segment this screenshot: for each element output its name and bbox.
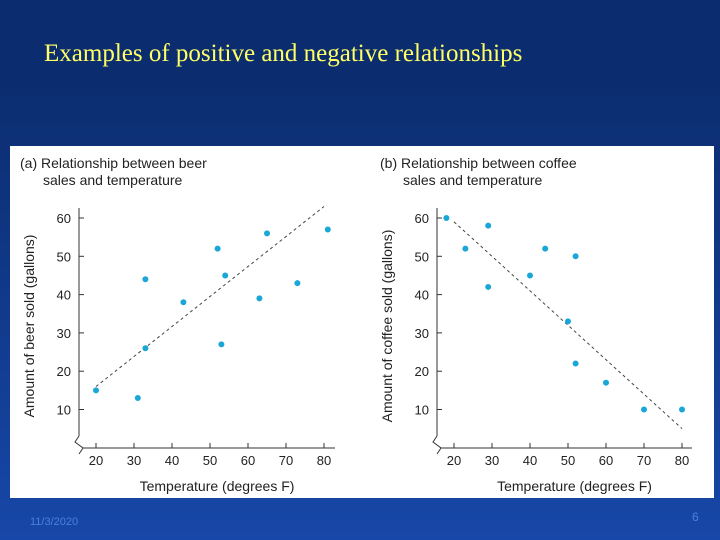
x-tick-label: 20	[89, 453, 103, 468]
data-point	[142, 276, 149, 283]
data-point	[527, 272, 533, 279]
y-tick-label: 50	[57, 249, 71, 264]
x-tick-label: 80	[317, 453, 331, 468]
data-point	[218, 341, 225, 348]
trend-line	[95, 206, 325, 387]
x-tick-label: 60	[599, 453, 613, 468]
slide-title: Examples of positive and negative relati…	[44, 40, 523, 67]
data-point	[679, 406, 685, 413]
y-axis-label: Amount of beer sold (gallons)	[21, 235, 37, 418]
x-tick-label: 40	[165, 453, 179, 468]
data-point	[485, 222, 492, 229]
data-point	[641, 406, 647, 413]
data-point	[485, 283, 492, 290]
data-point	[324, 226, 331, 233]
x-tick-label: 70	[279, 453, 293, 468]
data-point	[572, 360, 579, 367]
chart-title-line: sales and temperature	[43, 172, 183, 188]
data-point	[222, 272, 229, 279]
chart-title-line: sales and temperature	[403, 172, 543, 188]
data-point	[256, 295, 263, 302]
y-axis-label: Amount of coffee sold (gallons)	[379, 230, 395, 423]
y-tick-label: 10	[57, 403, 71, 418]
chart-title-line: (a) Relationship between beer	[20, 155, 207, 171]
x-tick-label: 50	[561, 453, 575, 468]
data-point	[462, 245, 469, 252]
data-point	[565, 318, 571, 325]
y-tick-label: 50	[415, 249, 429, 264]
x-tick-label: 60	[241, 453, 255, 468]
y-tick-label: 30	[415, 326, 429, 341]
chart-panel: (a) Relationship between beer sales and t…	[10, 146, 714, 498]
data-point	[214, 245, 221, 252]
y-tick-label: 60	[57, 211, 71, 226]
x-axis-label: Temperature (degrees F)	[140, 478, 295, 494]
x-tick-label: 50	[203, 453, 217, 468]
axis-break	[432, 435, 442, 455]
data-point	[142, 345, 149, 352]
y-tick-label: 10	[415, 403, 429, 418]
y-tick-label: 40	[415, 288, 429, 303]
data-point	[603, 379, 609, 386]
data-point	[294, 280, 301, 287]
x-tick-label: 40	[523, 453, 537, 468]
y-tick-label: 40	[57, 288, 71, 303]
data-point	[542, 245, 549, 252]
x-tick-label: 30	[127, 453, 141, 468]
x-axis-label: Temperature (degrees F)	[497, 478, 652, 494]
data-point	[572, 253, 579, 260]
data-point	[443, 215, 450, 221]
y-tick-label: 30	[57, 326, 71, 341]
y-tick-label: 20	[415, 364, 429, 379]
data-point	[264, 230, 270, 237]
trend-line	[453, 221, 683, 430]
page-number: 6	[692, 510, 699, 524]
y-tick-label: 20	[57, 364, 71, 379]
data-point	[134, 395, 141, 402]
x-tick-label: 30	[485, 453, 499, 468]
axis-break	[74, 435, 84, 455]
y-tick-label: 60	[415, 211, 429, 226]
data-point	[93, 387, 99, 394]
data-point	[180, 299, 187, 306]
x-tick-label: 70	[637, 453, 651, 468]
chart-title-line: (b) Relationship between coffee	[380, 155, 577, 171]
x-tick-label: 20	[447, 453, 461, 468]
x-tick-label: 80	[675, 453, 689, 468]
slide-date: 11/3/2020	[30, 516, 79, 528]
